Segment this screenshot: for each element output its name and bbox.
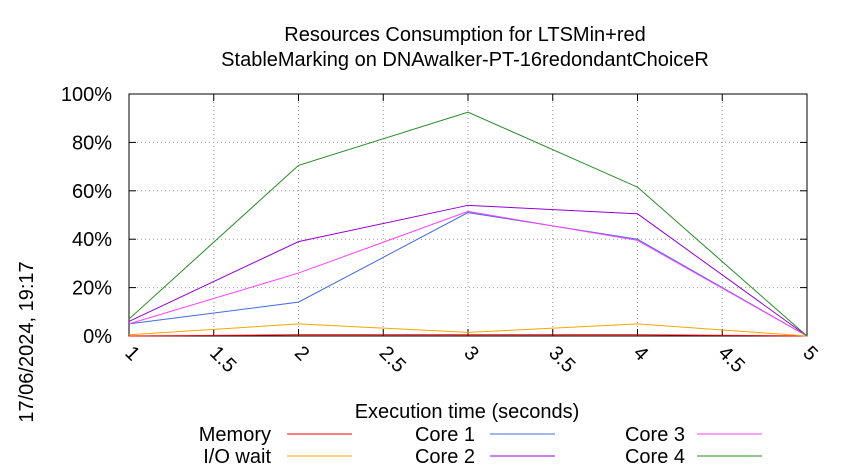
x-axis-label: Execution time (seconds) bbox=[355, 401, 580, 423]
x-tick-label: 4.5 bbox=[714, 342, 749, 377]
x-tick-label: 1.5 bbox=[205, 342, 240, 377]
timestamp: 17/06/2024, 19:17 bbox=[16, 261, 38, 422]
y-axis: 0% 20% 40% 60% 80% 100% bbox=[61, 84, 807, 348]
legend-label: Core 3 bbox=[625, 424, 685, 446]
legend-label: Core 1 bbox=[415, 424, 475, 446]
legend-label: Core 4 bbox=[625, 446, 685, 468]
x-tick-label: 3.5 bbox=[544, 342, 579, 377]
legend-label: I/O wait bbox=[203, 446, 271, 468]
x-tick-label: 4 bbox=[629, 342, 652, 365]
series-line-core-4 bbox=[128, 111, 808, 337]
x-tick-label: 2 bbox=[290, 342, 313, 365]
x-tick-label: 3 bbox=[459, 342, 482, 365]
y-tick-label: 100% bbox=[61, 84, 112, 106]
y-tick-label: 80% bbox=[72, 132, 112, 154]
y-tick-label: 60% bbox=[72, 181, 112, 203]
chart-title: Resources Consumption for LTSMin+red bbox=[284, 24, 645, 46]
series-line-i-o-wait bbox=[128, 323, 808, 337]
x-tick-label: 1 bbox=[120, 342, 143, 365]
chart-subtitle: StableMarking on DNAwalker-PT-16redondan… bbox=[221, 49, 709, 71]
series-line-memory bbox=[128, 334, 808, 337]
legend-label: Core 2 bbox=[415, 446, 475, 468]
legend-label: Memory bbox=[199, 424, 271, 446]
x-tick-label: 2.5 bbox=[375, 342, 410, 377]
y-tick-label: 20% bbox=[72, 278, 112, 300]
y-tick-label: 40% bbox=[72, 229, 112, 251]
series-line-core-2 bbox=[128, 204, 808, 337]
y-tick-label: 0% bbox=[83, 326, 112, 348]
grid bbox=[129, 94, 807, 336]
series-line-core-1 bbox=[128, 212, 808, 337]
series-line-core-3 bbox=[128, 210, 808, 337]
series-lines bbox=[128, 111, 808, 337]
x-tick-label: 5 bbox=[798, 342, 821, 365]
